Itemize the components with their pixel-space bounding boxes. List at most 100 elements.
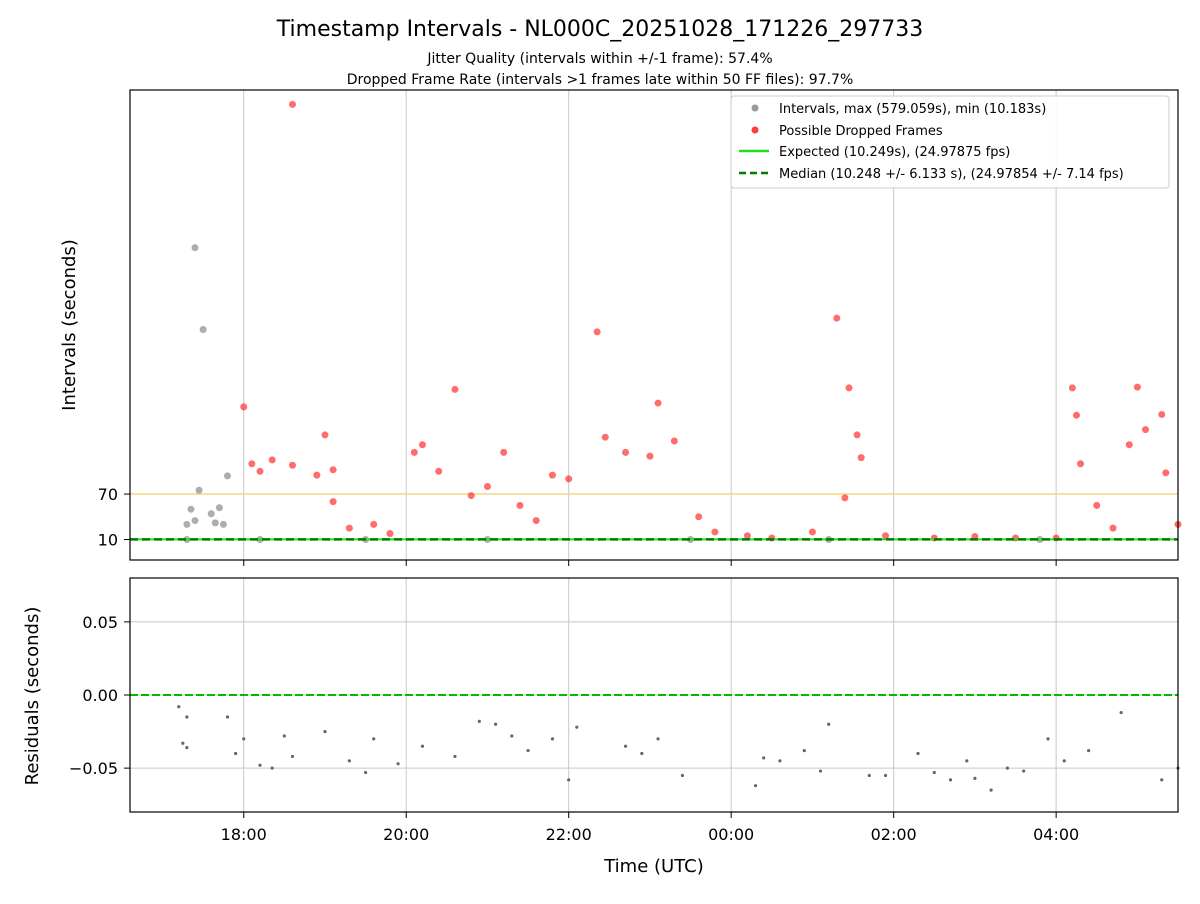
residual-point xyxy=(575,725,579,729)
residual-point xyxy=(948,778,953,782)
legend-box xyxy=(730,95,1170,189)
residual-point xyxy=(258,763,262,767)
residual-point xyxy=(372,737,376,741)
interval-point xyxy=(191,244,199,252)
dropped-frame-point xyxy=(288,461,296,469)
dropped-frame-point xyxy=(329,498,337,506)
dropped-frame-point xyxy=(483,482,491,490)
interval-point xyxy=(219,520,227,528)
dropped-frame-point xyxy=(601,433,609,441)
residual-point xyxy=(510,734,514,738)
interval-point xyxy=(199,326,207,334)
residual-point xyxy=(526,748,530,753)
residual-point xyxy=(680,773,685,778)
interval-point xyxy=(207,510,215,518)
dropped-frame-point xyxy=(654,399,662,407)
dropped-frame-point xyxy=(345,524,353,532)
legend-dropped-marker xyxy=(751,126,759,134)
dropped-frame-point xyxy=(1093,501,1101,509)
residual-point xyxy=(1046,737,1050,741)
residual-point xyxy=(282,734,286,738)
dropped-frame-point xyxy=(516,501,524,509)
legend: Intervals, max (579.059s), min (10.183s)… xyxy=(730,95,1170,189)
legend-median-label: Median (10.248 +/- 6.133 s), (24.97854 +… xyxy=(779,167,1124,182)
x-tick-label: 00:00 xyxy=(708,825,754,844)
residual-point xyxy=(640,751,644,756)
residual-point xyxy=(242,737,246,741)
residual-point xyxy=(1160,778,1164,782)
dropped-frame-point xyxy=(410,448,418,456)
dropped-frame-point xyxy=(240,403,248,411)
residual-point xyxy=(973,776,977,780)
residual-point xyxy=(493,722,498,726)
dropped-frame-point xyxy=(841,494,849,502)
residual-point xyxy=(818,769,823,773)
dropped-frame-point xyxy=(743,532,751,540)
dropped-frame-point xyxy=(853,431,861,439)
residual-point xyxy=(550,737,555,741)
interval-point xyxy=(211,519,219,527)
residual-point xyxy=(234,751,238,756)
dropped-frame-point xyxy=(435,467,443,475)
legend-intervals-marker xyxy=(751,104,759,112)
dropped-frame-point xyxy=(370,520,378,528)
interval-point xyxy=(183,520,191,528)
residual-point xyxy=(185,715,189,719)
dropped-frame-point xyxy=(833,314,841,322)
residual-point xyxy=(623,744,628,748)
residual-point xyxy=(883,773,888,778)
dropped-frame-point xyxy=(451,385,459,393)
residual-point xyxy=(916,751,920,756)
residual-point xyxy=(802,748,806,753)
residual-point xyxy=(932,770,936,775)
residual-point xyxy=(420,744,425,748)
residual-point xyxy=(477,719,481,723)
residual-point xyxy=(1087,748,1091,753)
dropped-frame-point xyxy=(695,513,703,521)
residuals-panel: 0.05 0.00 −0.05 18:00 20:00 22:00 00:00 02:00 04… xyxy=(69,577,1180,844)
residual-point xyxy=(1022,769,1026,773)
residual-point xyxy=(270,766,274,770)
dropped-frame-point xyxy=(857,454,865,462)
interval-point xyxy=(191,517,199,525)
dropped-frame-point xyxy=(1068,384,1076,392)
residual-point xyxy=(323,729,327,734)
upper-y-tick-label: 70 xyxy=(98,485,118,504)
lower-y-tick-label: −0.05 xyxy=(69,759,118,778)
residual-point xyxy=(225,715,230,719)
dropped-frame-point xyxy=(670,437,678,445)
dropped-frame-point xyxy=(467,492,475,500)
residual-point xyxy=(827,722,831,726)
residual-point xyxy=(177,705,181,709)
dropped-frame-point xyxy=(1133,383,1141,391)
residual-point xyxy=(567,778,571,782)
dropped-frame-point xyxy=(313,471,321,479)
chart-subtitle-line-2: Dropped Frame Rate (intervals >1 frames … xyxy=(347,72,854,88)
dropped-frame-point xyxy=(288,100,296,108)
dropped-frame-point xyxy=(711,528,719,536)
dropped-frame-point xyxy=(418,441,426,449)
x-tick-label: 02:00 xyxy=(871,825,917,844)
intervals-panel: 10 70 xyxy=(98,89,1182,566)
interval-point xyxy=(223,472,231,480)
residual-point xyxy=(1005,766,1009,770)
residual-point xyxy=(363,770,368,775)
dropped-frame-point xyxy=(532,517,540,525)
dropped-frame-point xyxy=(386,529,394,537)
dropped-frame-point xyxy=(593,328,601,336)
dropped-frame-point xyxy=(256,467,264,475)
x-axis-label: Time (UTC) xyxy=(603,856,704,877)
chart-subtitle-line-1: Jitter Quality (intervals within +/-1 fr… xyxy=(426,51,772,67)
chart-title: Timestamp Intervals - NL000C_20251028_17… xyxy=(276,17,923,42)
interval-point xyxy=(195,486,203,494)
residual-point xyxy=(290,754,295,759)
dropped-frame-point xyxy=(268,456,276,464)
dropped-frame-point xyxy=(622,448,630,456)
lower-y-axis-label: Residuals (seconds) xyxy=(22,607,43,786)
dropped-frame-point xyxy=(248,460,256,468)
upper-y-tick-label: 10 xyxy=(98,531,118,550)
residual-point xyxy=(989,788,993,792)
dropped-frame-point xyxy=(808,528,816,536)
x-tick-label: 22:00 xyxy=(546,825,592,844)
